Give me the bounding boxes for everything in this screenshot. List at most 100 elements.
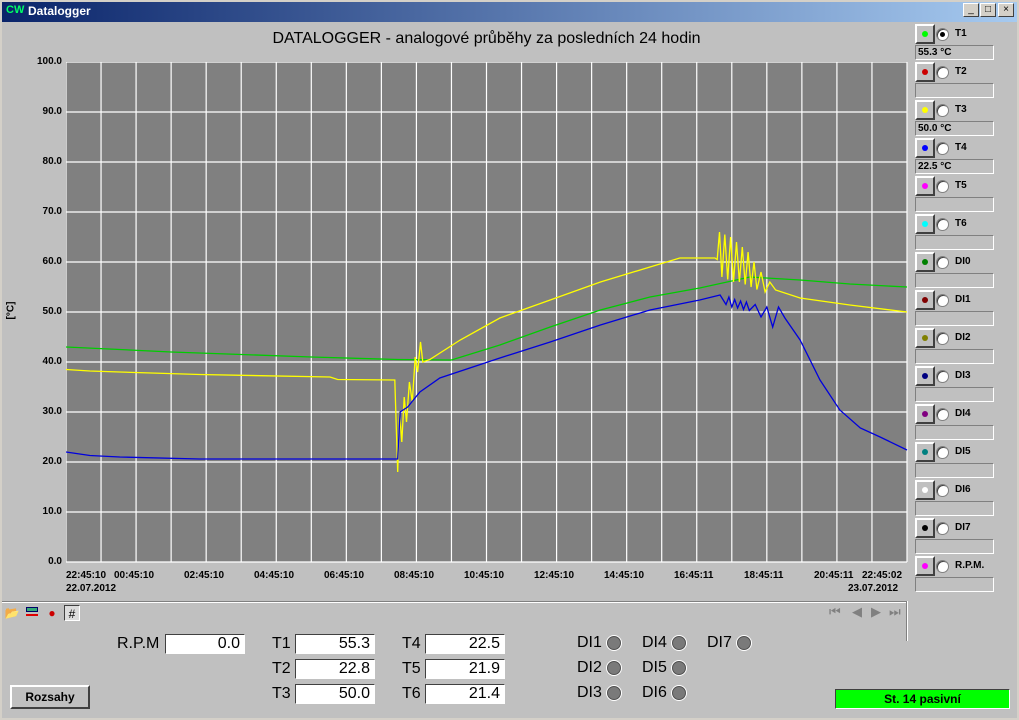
temp-field-t6: 21.4	[425, 684, 505, 704]
color-button-di2[interactable]	[915, 328, 935, 348]
color-button-t6[interactable]	[915, 214, 935, 234]
color-button-di4[interactable]	[915, 404, 935, 424]
color-button-di5[interactable]	[915, 442, 935, 462]
y-tick-label: 30.0	[42, 406, 62, 417]
radio-di4[interactable]	[936, 408, 949, 421]
y-tick-label: 40.0	[42, 356, 62, 367]
y-tick-label: 50.0	[42, 306, 62, 317]
end-date: 23.07.2012	[848, 583, 899, 594]
x-tick-label: 22:45:10	[66, 570, 107, 581]
channel-label: T2	[955, 66, 967, 77]
channel-label: R.P.M.	[955, 560, 985, 571]
color-swatch	[922, 335, 928, 341]
radio-di2[interactable]	[936, 332, 949, 345]
color-swatch	[922, 69, 928, 75]
radio-di6[interactable]	[936, 484, 949, 497]
channel-value	[915, 235, 994, 250]
channel-label: DI5	[955, 446, 971, 457]
temp-label: T3	[272, 685, 291, 702]
first-page-button[interactable]: ⏮	[829, 604, 841, 619]
radio-t5[interactable]	[936, 180, 949, 193]
color-button-t2[interactable]	[915, 62, 935, 82]
folder-open-icon[interactable]: 📂	[4, 606, 20, 620]
color-button-t4[interactable]	[915, 138, 935, 158]
maximize-button[interactable]: □	[980, 3, 996, 17]
channel-value	[915, 83, 994, 98]
color-swatch	[922, 145, 928, 151]
temp-label: T1	[272, 635, 291, 652]
di-led-di2	[607, 661, 621, 675]
rpm-field: 0.0	[165, 634, 245, 654]
color-swatch	[922, 31, 928, 37]
color-button-t1[interactable]	[915, 24, 935, 44]
channel-value	[915, 463, 994, 478]
status-indicator: St. 14 pasivní	[835, 689, 1010, 709]
radio-t2[interactable]	[936, 66, 949, 79]
chart-title: DATALOGGER - analogové průběhy za posled…	[272, 30, 701, 47]
color-swatch	[922, 563, 928, 569]
radio-di0[interactable]	[936, 256, 949, 269]
channel-value	[915, 387, 994, 402]
di-led-di1	[607, 636, 621, 650]
radio-di3[interactable]	[936, 370, 949, 383]
di-led-di4	[672, 636, 686, 650]
di-led-di6	[672, 686, 686, 700]
radio-t6[interactable]	[936, 218, 949, 231]
next-page-button[interactable]: ▶	[871, 604, 881, 619]
prev-page-button[interactable]: ◀	[852, 604, 862, 619]
color-swatch	[922, 487, 928, 493]
channel-label: T1	[955, 28, 967, 39]
color-button-di0[interactable]	[915, 252, 935, 272]
lock-icon[interactable]: ●	[48, 606, 56, 620]
minimize-button[interactable]: _	[963, 3, 979, 17]
grid-icon[interactable]: #	[64, 605, 80, 621]
x-tick-label: 00:45:10	[114, 570, 155, 581]
color-swatch	[922, 449, 928, 455]
last-page-button[interactable]: ⏭	[889, 604, 901, 619]
color-button-t5[interactable]	[915, 176, 935, 196]
color-button-di3[interactable]	[915, 366, 935, 386]
x-tick-label: 04:45:10	[254, 570, 295, 581]
color-swatch	[922, 259, 928, 265]
close-button[interactable]: ×	[998, 3, 1014, 17]
title-bar: CW Datalogger	[0, 0, 1019, 22]
color-button-di6[interactable]	[915, 480, 935, 500]
color-swatch	[922, 221, 928, 227]
channel-label: DI7	[955, 522, 971, 533]
radio-t1[interactable]	[936, 28, 949, 41]
radio-di1[interactable]	[936, 294, 949, 307]
color-swatch	[922, 183, 928, 189]
di-label: DI2	[577, 659, 602, 676]
radio-rpm[interactable]	[936, 560, 949, 573]
radio-t3[interactable]	[936, 104, 949, 117]
color-swatch	[922, 373, 928, 379]
color-swatch	[922, 297, 928, 303]
x-tick-label: 14:45:10	[604, 570, 645, 581]
di-label: DI4	[642, 634, 667, 651]
y-tick-label: 100.0	[36, 56, 62, 67]
color-button-di7[interactable]	[915, 518, 935, 538]
app-logo-icon: CW	[6, 4, 25, 16]
di-label: DI5	[642, 659, 667, 676]
radio-t4[interactable]	[936, 142, 949, 155]
plot-area[interactable]	[66, 62, 908, 563]
radio-di5[interactable]	[936, 446, 949, 459]
series-line-t1	[66, 276, 908, 361]
x-tick-label: 16:45:11	[674, 570, 714, 581]
temp-label: T2	[272, 660, 291, 677]
color-button-rpm[interactable]	[915, 556, 935, 576]
color-button-di1[interactable]	[915, 290, 935, 310]
temp-label: T4	[402, 635, 421, 652]
x-tick-label: 08:45:10	[394, 570, 435, 581]
color-button-t3[interactable]	[915, 100, 935, 120]
range-icon[interactable]	[24, 605, 40, 621]
x-tick-label: 22:45:02	[862, 570, 903, 581]
divider	[906, 601, 908, 641]
y-tick-label: 60.0	[42, 256, 62, 267]
channel-label: DI2	[955, 332, 971, 343]
di-led-di5	[672, 661, 686, 675]
rozsahy-button[interactable]: Rozsahy	[10, 685, 90, 709]
channel-value	[915, 311, 994, 326]
channel-value	[915, 539, 994, 554]
radio-di7[interactable]	[936, 522, 949, 535]
